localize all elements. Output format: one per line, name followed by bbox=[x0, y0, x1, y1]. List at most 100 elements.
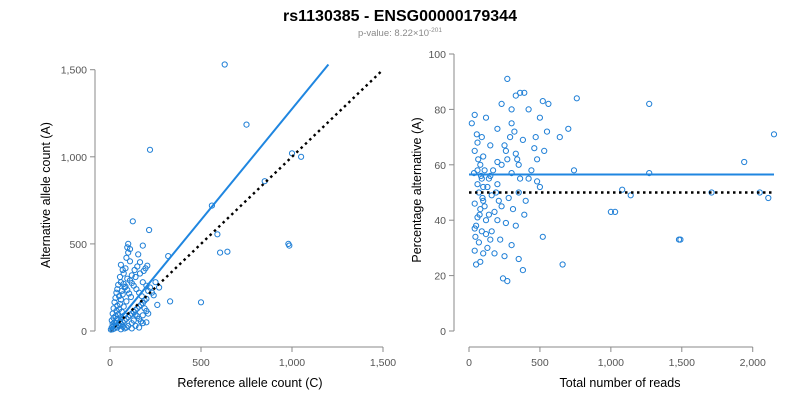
right-data-point bbox=[480, 250, 487, 257]
right-data-point bbox=[477, 258, 484, 265]
right-data-point bbox=[504, 278, 511, 285]
right-data-point bbox=[517, 175, 524, 182]
right-data-point bbox=[482, 231, 490, 238]
right-data-point bbox=[534, 178, 541, 185]
left-data-point bbox=[126, 246, 134, 253]
right-data-point bbox=[539, 98, 546, 105]
p-value-label: p-value: 8.22×10 bbox=[358, 28, 429, 39]
left-data-point bbox=[214, 231, 221, 238]
right-data-point bbox=[543, 128, 551, 135]
right-data-point bbox=[514, 156, 521, 163]
left-data-point bbox=[134, 263, 141, 270]
right-data-point bbox=[556, 134, 563, 141]
left-data-point bbox=[132, 273, 139, 281]
right-data-point bbox=[478, 134, 485, 141]
right-data-point bbox=[508, 120, 515, 127]
left-data-point bbox=[126, 290, 133, 297]
right-data-point bbox=[511, 128, 518, 135]
right-data-point bbox=[477, 161, 484, 168]
right-x-tick-label: 500 bbox=[531, 357, 549, 369]
left-data-point bbox=[126, 277, 134, 284]
right-data-point bbox=[480, 183, 487, 191]
right-data-point bbox=[498, 203, 505, 210]
left-data-point bbox=[146, 146, 154, 153]
right-data-point bbox=[509, 206, 517, 213]
right-data-point bbox=[491, 250, 498, 257]
left-data-point bbox=[144, 262, 151, 269]
right-data-point bbox=[487, 236, 494, 243]
left-data-point bbox=[116, 273, 124, 281]
right-data-point bbox=[573, 95, 580, 102]
right-data-point bbox=[627, 192, 634, 199]
right-data-point bbox=[508, 242, 515, 249]
left-data-point bbox=[120, 303, 127, 310]
left-data-point bbox=[127, 293, 134, 301]
right-data-point bbox=[522, 197, 529, 204]
left-data-point bbox=[117, 296, 125, 303]
left-data-point bbox=[121, 325, 128, 332]
right-data-point bbox=[534, 156, 541, 163]
right-data-point bbox=[501, 253, 508, 260]
right-data-point bbox=[495, 197, 502, 204]
right-data-point bbox=[494, 158, 501, 166]
right-data-point bbox=[532, 134, 539, 141]
right-data-point bbox=[677, 236, 684, 243]
right-x-tick-label: 0 bbox=[466, 357, 472, 369]
right-data-point bbox=[478, 172, 485, 179]
right-y-tick-label: 40 bbox=[434, 215, 446, 227]
left-scatter-panel: 0 500 1,000 1,500 0 500 1,000 1,500 Reference al… bbox=[39, 61, 396, 390]
right-data-point bbox=[525, 175, 532, 182]
left-data-point bbox=[298, 153, 305, 160]
right-data-point bbox=[539, 233, 546, 240]
right-data-point bbox=[619, 186, 626, 193]
left-data-point bbox=[125, 240, 132, 247]
left-data-point bbox=[117, 326, 125, 333]
left-data-point bbox=[139, 312, 146, 319]
right-data-point bbox=[528, 167, 535, 174]
right-data-point bbox=[512, 92, 519, 99]
left-data-point bbox=[136, 259, 144, 266]
left-data-point bbox=[146, 284, 154, 291]
left-data-point bbox=[113, 289, 120, 296]
right-data-point bbox=[502, 219, 509, 227]
right-data-point bbox=[499, 275, 507, 282]
right-data-point bbox=[646, 100, 653, 108]
right-data-point bbox=[515, 161, 522, 168]
right-data-point bbox=[472, 233, 479, 240]
right-data-point bbox=[473, 131, 480, 138]
right-data-point bbox=[770, 131, 778, 138]
right-data-point bbox=[490, 167, 497, 174]
right-data-point bbox=[468, 120, 475, 127]
right-data-point bbox=[519, 267, 527, 274]
right-data-point bbox=[508, 106, 515, 113]
right-data-point bbox=[473, 222, 480, 229]
right-data-point bbox=[521, 211, 528, 218]
right-y-tick-label: 20 bbox=[434, 271, 446, 283]
right-data-point bbox=[531, 145, 538, 152]
right-data-point bbox=[545, 100, 552, 108]
right-data-point bbox=[494, 217, 501, 224]
right-data-point bbox=[475, 239, 482, 246]
right-data-point bbox=[484, 244, 491, 251]
right-data-point bbox=[497, 236, 504, 243]
chart-title: rs1130385 - ENSG00000179344 bbox=[283, 8, 517, 25]
left-y-tick-label: 1,500 bbox=[61, 65, 87, 77]
right-data-point bbox=[541, 147, 548, 154]
right-data-point bbox=[480, 153, 487, 160]
left-y-axis-label: Alternative allele count (A) bbox=[39, 122, 53, 268]
right-data-point bbox=[484, 183, 491, 191]
right-data-point bbox=[521, 89, 528, 96]
right-data-point bbox=[498, 100, 505, 108]
left-data-point bbox=[154, 301, 161, 308]
right-data-point bbox=[480, 197, 487, 204]
right-x-axis-label: Total number of reads bbox=[560, 376, 681, 390]
right-x-tick-label: 1,000 bbox=[598, 357, 624, 369]
right-data-point bbox=[765, 194, 772, 202]
right-data-point bbox=[504, 75, 511, 83]
right-data-point bbox=[502, 147, 509, 154]
left-data-point bbox=[139, 320, 146, 327]
right-y-tick-label: 60 bbox=[434, 160, 446, 172]
right-data-point bbox=[494, 181, 501, 188]
right-data-point bbox=[504, 156, 511, 163]
